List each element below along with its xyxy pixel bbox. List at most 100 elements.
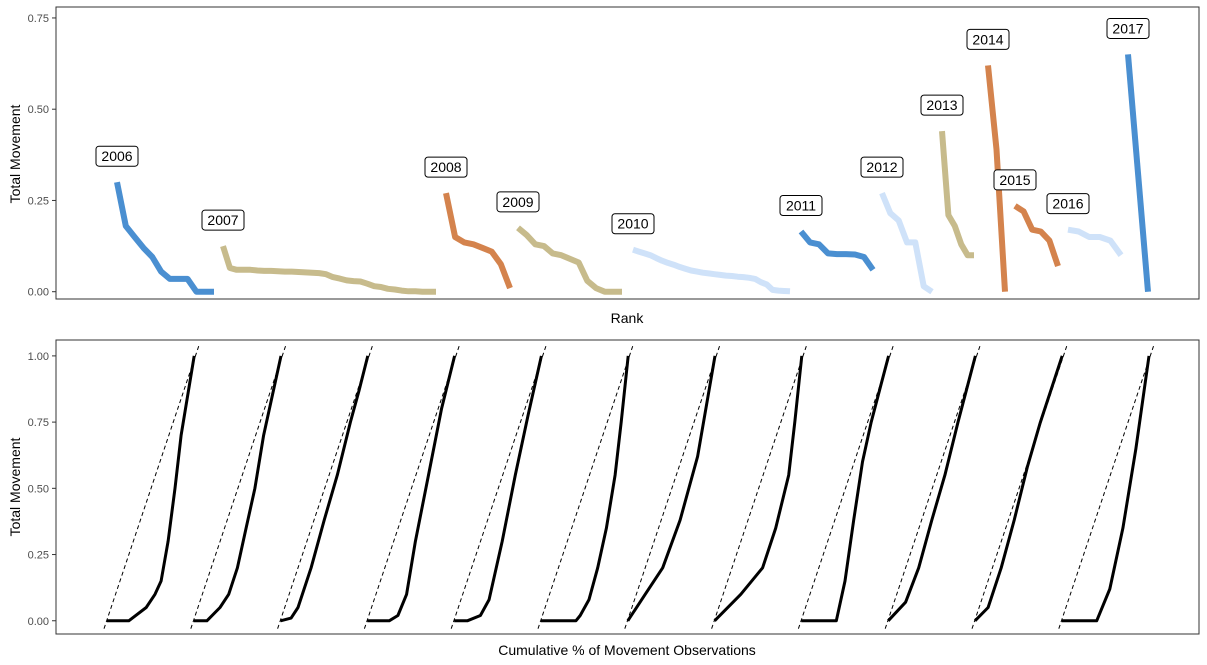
year-label-box [993, 169, 1037, 191]
reference-diagonal [1058, 345, 1155, 629]
series-line-2014 [985, 65, 1008, 292]
cumulative-panel-3 [277, 345, 374, 629]
series-line-2008 [443, 192, 513, 290]
year-label-text: 2015 [999, 172, 1030, 188]
bottom-y-axis: 0.00 0.25 0.50 0.75 1.00 [28, 351, 56, 628]
bottom-y-tick-label: 0.75 [28, 417, 49, 429]
reference-diagonal [797, 345, 894, 629]
bottom-chart-panel: 0.00 0.25 0.50 0.75 1.00 Cumulative % of Mov… [7, 339, 1200, 658]
series-line-2011 [798, 229, 876, 272]
cumulative-curve [541, 355, 630, 623]
year-label-text: 2016 [1052, 196, 1083, 212]
year-label-text: 2006 [101, 148, 132, 164]
year-label-box [860, 156, 904, 178]
reference-diagonal [363, 345, 460, 629]
bottom-curves-layer [103, 345, 1155, 629]
year-label-box [1046, 193, 1090, 215]
year-label-text: 2011 [786, 197, 816, 213]
cumulative-panel-6 [537, 345, 634, 629]
cumulative-curve [280, 355, 370, 623]
cumulative-curve [973, 355, 1064, 622]
year-label-box [424, 156, 468, 178]
cumulative-panel-2 [190, 345, 287, 629]
cumulative-panel-5 [450, 345, 547, 629]
series-line-2009 [516, 225, 622, 295]
cumulative-curve [454, 355, 543, 623]
top-plot-frame [55, 6, 1200, 300]
cumulative-panel-1 [103, 345, 200, 629]
reference-diagonal [884, 345, 981, 629]
cumulative-panel-9 [797, 345, 894, 629]
year-label-2016: 2016 [1046, 193, 1090, 215]
cumulative-curve [367, 355, 457, 623]
series-line-2013 [939, 130, 974, 259]
cumulative-curve [713, 355, 804, 622]
bottom-y-tick-label: 0.00 [28, 616, 49, 628]
year-label-text: 2017 [1112, 20, 1143, 36]
reference-diagonal [190, 345, 287, 629]
reference-diagonal [971, 345, 1068, 629]
year-label-box [496, 191, 540, 213]
reference-diagonal [103, 345, 200, 629]
year-label-text: 2010 [617, 216, 648, 232]
bottom-y-tick-label: 1.00 [28, 351, 49, 363]
cumulative-panel-7 [624, 345, 721, 629]
series-line-2016 [1067, 226, 1124, 257]
year-label-2008: 2008 [424, 156, 468, 178]
year-label-2010: 2010 [611, 213, 655, 235]
top-y-tick-label: 0.50 [28, 104, 49, 116]
year-label-2009: 2009 [496, 191, 540, 213]
bottom-plot-frame [55, 339, 1200, 635]
cumulative-curve [626, 355, 717, 622]
year-label-2017: 2017 [1106, 17, 1150, 39]
cumulative-panel-8 [711, 345, 808, 629]
year-label-box [920, 94, 964, 116]
cumulative-curve [801, 355, 891, 623]
cumulative-panel-10 [884, 345, 981, 629]
year-label-box [611, 213, 655, 235]
series-line-2010 [632, 246, 791, 295]
reference-diagonal [711, 345, 808, 629]
year-label-2013: 2013 [920, 94, 964, 116]
series-line-2015 [1013, 203, 1061, 268]
series-line-2007 [220, 245, 436, 295]
top-y-tick-label: 0.00 [28, 287, 49, 299]
reference-diagonal [624, 345, 721, 629]
year-label-2007: 2007 [201, 209, 245, 231]
reference-diagonal [277, 345, 374, 629]
cumulative-curve [193, 355, 283, 623]
bottom-y-tick-label: 0.50 [28, 483, 49, 495]
year-label-2011: 2011 [779, 194, 823, 216]
top-year-labels: 2006 2007 2008 2009 2010 2011 2012 2013 2014 2015… [95, 17, 1150, 235]
year-label-box [1106, 17, 1150, 39]
year-label-text: 2007 [207, 212, 238, 228]
series-line-2017 [1125, 54, 1151, 292]
year-label-2015: 2015 [993, 169, 1037, 191]
year-label-2006: 2006 [95, 145, 139, 167]
top-x-axis-title: Rank [611, 310, 645, 326]
series-line-2012 [879, 191, 934, 295]
year-label-text: 2013 [926, 97, 957, 113]
top-y-tick-label: 0.25 [28, 195, 49, 207]
cumulative-panel-12 [1058, 345, 1155, 629]
reference-diagonal [450, 345, 547, 629]
bottom-y-axis-title: Total Movement [7, 437, 23, 536]
cumulative-curve [887, 355, 977, 622]
top-y-axis-title: Total Movement [7, 104, 23, 203]
year-label-box [201, 209, 245, 231]
year-label-text: 2009 [502, 194, 533, 210]
year-label-box [95, 145, 139, 167]
year-label-box [966, 28, 1010, 50]
reference-diagonal [537, 345, 634, 629]
top-series-layer [114, 54, 1151, 295]
year-label-box [779, 194, 823, 216]
bottom-y-tick-label: 0.25 [28, 550, 49, 562]
bottom-x-axis-title: Cumulative % of Movement Observations [498, 642, 756, 658]
year-label-text: 2014 [972, 31, 1003, 47]
cumulative-panel-4 [363, 345, 460, 629]
cumulative-curve [107, 355, 196, 623]
top-y-tick-label: 0.75 [28, 13, 49, 25]
year-label-2012: 2012 [860, 156, 904, 178]
top-y-axis: 0.00 0.25 0.50 0.75 [28, 13, 56, 299]
